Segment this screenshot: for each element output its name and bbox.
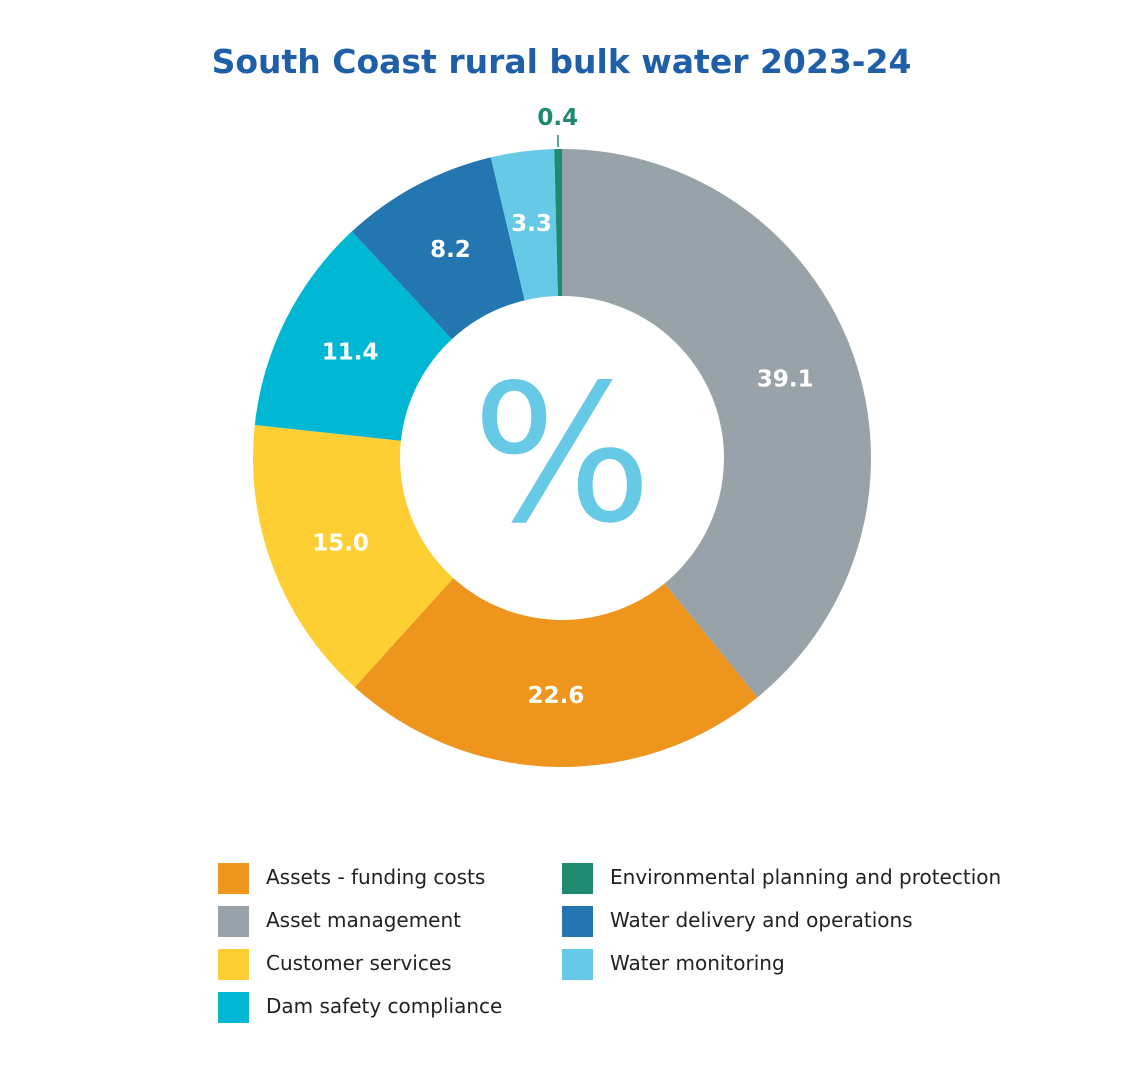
legend-swatch (562, 906, 593, 937)
legend-swatch (562, 949, 593, 980)
legend-swatch (218, 949, 249, 980)
legend-swatch (562, 863, 593, 894)
data-label-dam-safety-compliance: 11.4 (322, 340, 379, 366)
data-label-assets-funding-costs: 22.6 (528, 683, 585, 709)
slice-dam-safety-compliance (254, 231, 452, 441)
legend-swatch (218, 906, 249, 937)
legend-label: Environmental planning and protection (610, 865, 1002, 889)
legend-swatch (218, 992, 249, 1023)
data-label-water-delivery-and-operations: 8.2 (430, 237, 471, 263)
slice-water-delivery-and-operations (351, 157, 525, 340)
legend-swatch (218, 863, 249, 894)
donut-chart: 39.1 22.6 15.0 11.4 8.2 3.3 0.4% (253, 105, 872, 767)
legend-label: Water delivery and operations (610, 908, 913, 932)
legend-label: Dam safety compliance (266, 994, 503, 1018)
data-label-customer-services: 15.0 (312, 530, 369, 556)
slice-customer-services (253, 425, 454, 688)
data-label-asset-management: 39.1 (757, 366, 814, 392)
slice-water-monitoring (490, 149, 558, 301)
slice-asset-management (562, 149, 872, 698)
legend-label: Asset management (266, 908, 461, 932)
legend-label: Customer services (266, 951, 452, 975)
data-label-environmental-planning-and-protection: 0.4 (537, 105, 578, 131)
center-percent-icon: % (472, 344, 653, 565)
slice-assets-funding-costs (354, 578, 758, 767)
chart-title: South Coast rural bulk water 2023-24 (211, 42, 912, 81)
legend-label: Assets - funding costs (266, 865, 486, 889)
legend-label: Water monitoring (610, 951, 785, 975)
data-label-water-monitoring: 3.3 (511, 211, 552, 237)
slice-environmental-planning-and-protection (554, 149, 562, 297)
